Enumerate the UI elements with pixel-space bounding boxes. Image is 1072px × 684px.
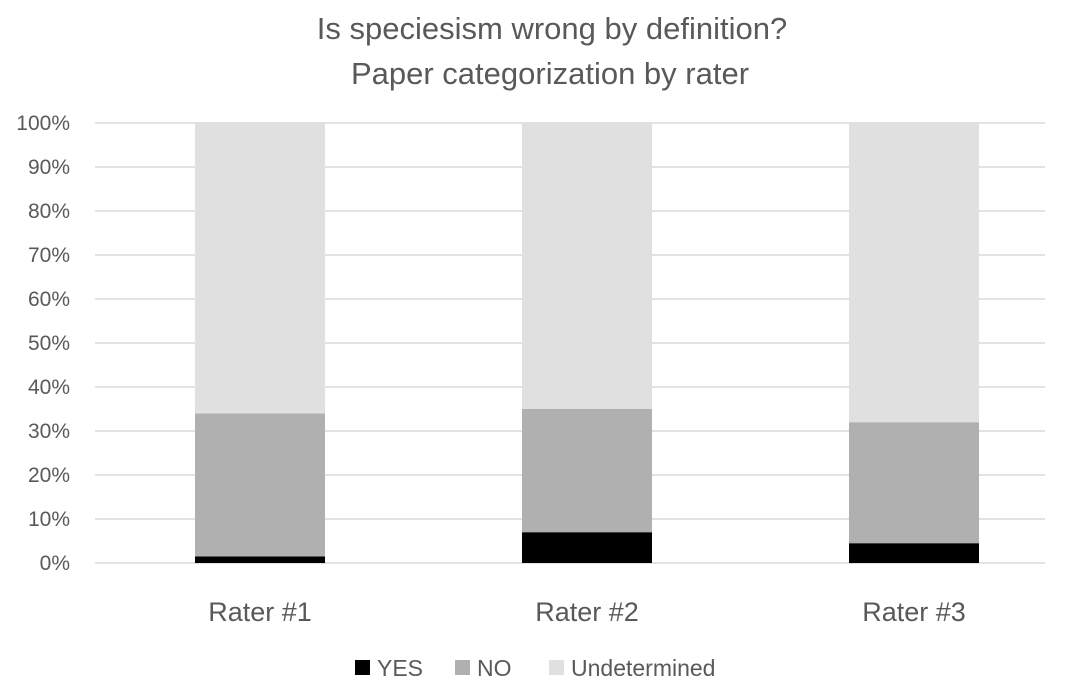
x-axis-category-labels: Rater #1 Rater #2 Rater #3 (208, 597, 966, 627)
legend-swatch-yes (355, 660, 370, 675)
chart-subtitle: Paper categorization by rater (351, 56, 749, 91)
y-tick-label: 30% (28, 420, 70, 443)
bar-segment-no-2 (522, 409, 652, 533)
legend-label-yes: YES (377, 655, 423, 681)
legend-swatch-no (455, 660, 470, 675)
y-tick-label: 60% (28, 288, 70, 311)
y-tick-label: 70% (28, 244, 70, 267)
x-category-label: Rater #1 (208, 597, 312, 627)
y-axis-tick-labels: 0% 10% 20% 30% 40% 50% 60% 70% 80% 90% 100% (16, 112, 70, 575)
y-tick-label: 20% (28, 464, 70, 487)
x-category-label: Rater #2 (535, 597, 639, 627)
bar-segment-undetermined-3 (849, 123, 979, 423)
y-tick-label: 80% (28, 200, 70, 223)
bar-segment-undetermined-2 (522, 123, 652, 409)
legend-label-no: NO (477, 655, 512, 681)
y-tick-label: 100% (16, 112, 70, 135)
bar-segment-no-1 (195, 413, 325, 557)
bars (195, 123, 979, 563)
x-category-label: Rater #3 (862, 597, 966, 627)
bar-segment-no-3 (849, 422, 979, 544)
bar-segment-yes-1 (195, 556, 325, 563)
y-tick-label: 0% (40, 552, 70, 575)
legend-swatch-undetermined (549, 660, 564, 675)
legend-label-undetermined: Undetermined (571, 655, 715, 681)
y-tick-label: 10% (28, 508, 70, 531)
bar-segment-undetermined-1 (195, 123, 325, 414)
legend: YES NO Undetermined (355, 655, 715, 681)
y-tick-label: 40% (28, 376, 70, 399)
bar-segment-yes-3 (849, 543, 979, 563)
chart-title: Is speciesism wrong by definition? (317, 11, 787, 46)
y-tick-label: 50% (28, 332, 70, 355)
y-tick-label: 90% (28, 156, 70, 179)
bar-segment-yes-2 (522, 532, 652, 563)
